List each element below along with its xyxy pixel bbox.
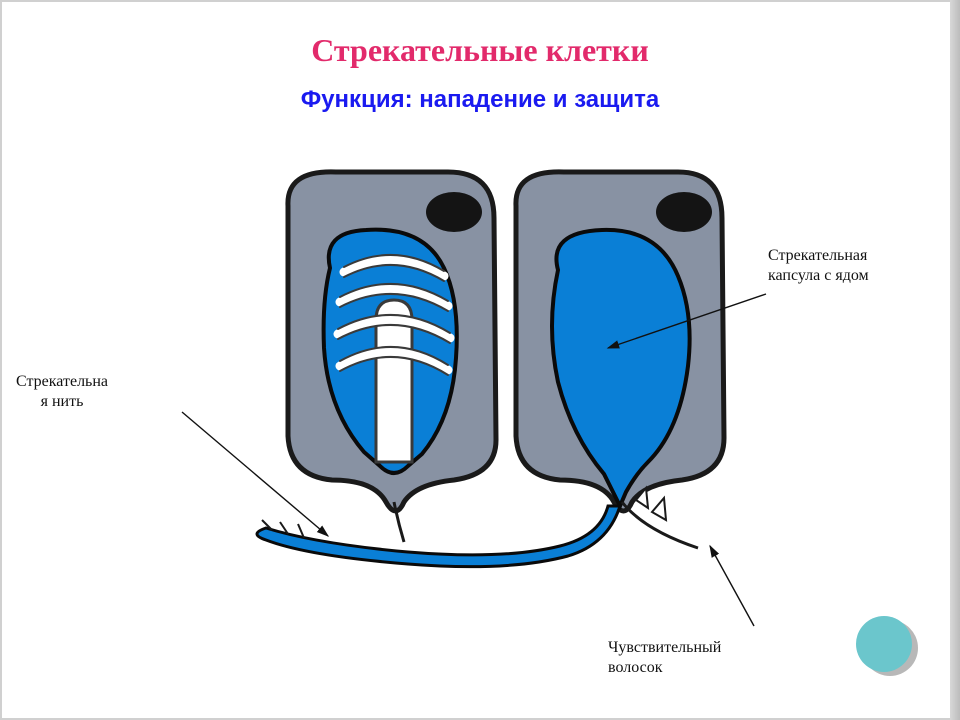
arrow-thread [182, 412, 328, 536]
arrow-hair [710, 546, 754, 626]
arrow-capsule [608, 294, 766, 348]
arrow-overlay [0, 0, 960, 720]
deco-circle [856, 616, 912, 672]
